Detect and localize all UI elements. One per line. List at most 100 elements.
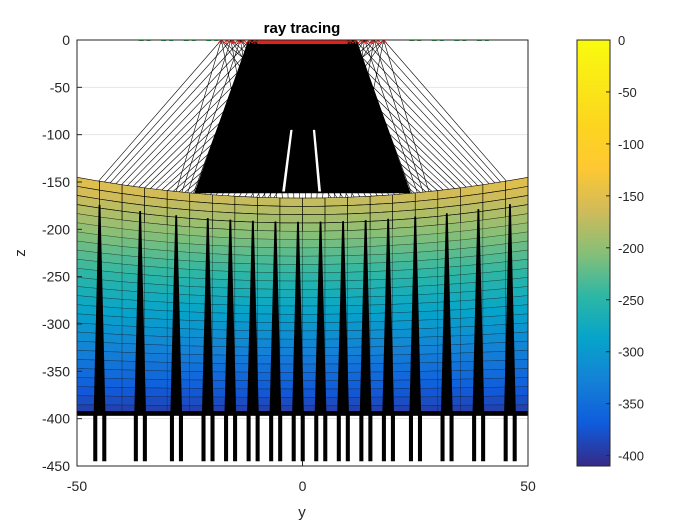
- ray-bundle: [314, 221, 327, 414]
- surface-cell: [482, 395, 506, 406]
- ray-exit-bar: [368, 413, 373, 462]
- surface-cell: [279, 222, 303, 232]
- source-marker: [239, 40, 248, 44]
- ray-exit-bar: [381, 413, 386, 462]
- ray-exit-bar: [102, 413, 107, 462]
- ray-exit-bar: [133, 413, 138, 462]
- ray-exit-bar: [291, 413, 296, 462]
- ray-bundle: [269, 221, 282, 414]
- source-marker: [222, 40, 231, 44]
- surface-cell: [324, 205, 348, 215]
- surface-cell: [144, 396, 168, 406]
- ray-exit-bar: [336, 413, 341, 462]
- surface-cell: [415, 276, 438, 287]
- ray-exit-bar: [201, 413, 206, 462]
- source-marker: [346, 40, 355, 44]
- ray-exit-bar: [269, 413, 274, 462]
- ray-exit-bar: [278, 413, 283, 462]
- ray-segment-upper: [98, 40, 222, 182]
- surface-cell: [369, 202, 394, 214]
- y-tick-label: -250: [42, 269, 70, 285]
- surface-cell: [505, 186, 528, 200]
- ray-bundle: [247, 220, 259, 414]
- surface-cell: [347, 195, 371, 206]
- surface-cell: [302, 214, 326, 224]
- surface-cell: [144, 283, 168, 294]
- x-tick-label: 0: [299, 478, 307, 494]
- surface-cell: [144, 344, 168, 354]
- x-tick-label: -50: [67, 478, 87, 494]
- source-marker: [374, 40, 383, 44]
- ray-exit-bar: [224, 413, 229, 462]
- surface-cell: [482, 333, 506, 344]
- surface-cell: [415, 302, 438, 313]
- surface-cell: [167, 250, 190, 262]
- surface-cell: [392, 277, 416, 288]
- surface-cell: [279, 205, 303, 215]
- surface-cell: [505, 176, 528, 191]
- surface-cell: [324, 213, 348, 224]
- surface-cell: [212, 202, 236, 214]
- surface-cell: [415, 259, 438, 270]
- source-receiver-markers: [138, 40, 489, 44]
- ray-segment-upper: [354, 40, 490, 185]
- ray-exit-bar: [359, 413, 364, 462]
- ray-bundle: [440, 213, 453, 414]
- surface-cell: [144, 274, 168, 286]
- surface-cell: [392, 260, 416, 271]
- surface-cell: [482, 324, 506, 335]
- y-tick-label: 0: [62, 32, 70, 48]
- ray-paths: [77, 40, 528, 462]
- ray-segment-upper: [345, 40, 484, 185]
- ray-segment-upper: [364, 40, 418, 193]
- surface-cell: [144, 326, 168, 337]
- y-axis-label: z: [12, 249, 29, 257]
- source-marker: [228, 40, 237, 44]
- surface-cell: [144, 265, 168, 277]
- ray-exit-bar: [408, 413, 413, 462]
- surface-cell: [234, 195, 258, 206]
- surface-cell: [415, 284, 438, 296]
- ray-bundle: [224, 219, 237, 414]
- ray-segment-upper: [187, 40, 241, 193]
- ray-bottom-band: [77, 411, 528, 416]
- ray-bundle: [409, 216, 422, 414]
- ray-exit-bar: [390, 413, 395, 462]
- surface-cell: [234, 212, 258, 223]
- ray-exit-bar: [314, 413, 319, 462]
- surface-cell: [257, 221, 281, 232]
- surface-cell: [415, 293, 438, 304]
- ray-segment-upper: [109, 40, 241, 184]
- ray-bundle: [504, 204, 516, 414]
- ray-bundle: [382, 218, 395, 414]
- surface-cell: [482, 306, 506, 318]
- ray-bundle: [201, 218, 214, 414]
- surface-cell: [482, 386, 506, 397]
- ray-exit-bar: [300, 413, 305, 462]
- ray-segment-upper: [121, 40, 260, 185]
- colorbar-tick-label: 0: [618, 33, 625, 48]
- surface-cell: [482, 360, 506, 370]
- y-tick-label: -50: [50, 79, 70, 95]
- x-axis-ticks: -50 0 50: [67, 461, 536, 494]
- y-tick-label: -200: [42, 221, 70, 237]
- ray-segment-upper: [364, 40, 496, 184]
- surface-cell: [144, 370, 168, 380]
- ray-exit-bar: [233, 413, 238, 462]
- ray-exit-bar: [417, 413, 423, 462]
- x-axis-label: y: [298, 504, 306, 521]
- surface-cell: [482, 315, 506, 326]
- source-marker: [362, 40, 371, 44]
- surface-cell: [302, 222, 326, 232]
- surface-cell: [392, 235, 416, 246]
- surface-cell: [257, 196, 281, 207]
- colorbar-tick-label: -350: [618, 397, 644, 412]
- surface-cell: [279, 214, 303, 224]
- y-tick-label: -450: [42, 458, 70, 474]
- surface-cell: [167, 259, 190, 270]
- surface-cell: [144, 292, 168, 303]
- surface-cell: [482, 342, 506, 353]
- colorbar-tick-label: -50: [618, 85, 637, 100]
- ray-exit-bar: [142, 413, 147, 462]
